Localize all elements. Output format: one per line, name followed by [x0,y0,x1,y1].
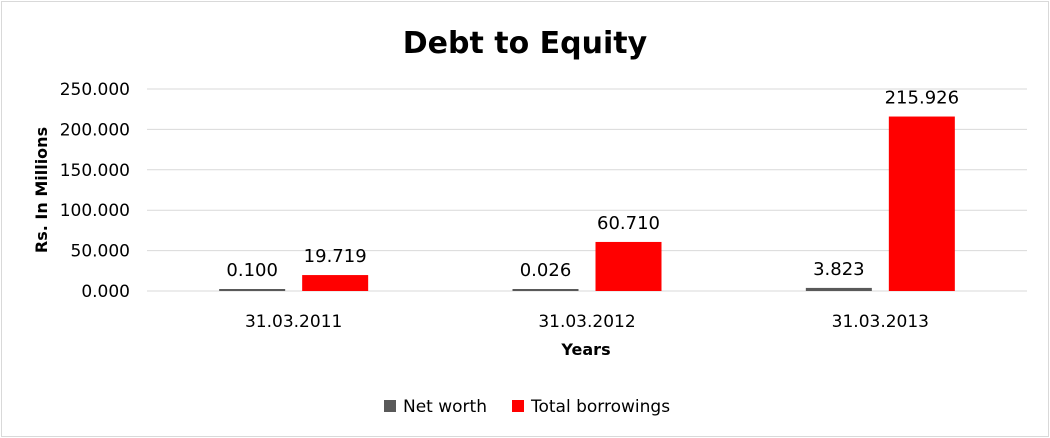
bar-total-borrowings-1 [595,241,662,291]
data-label: 3.823 [813,259,865,280]
gridlines [147,88,1027,292]
legend-label: Total borrowings [530,397,670,417]
y-tick-label: 200.000 [60,120,130,140]
y-axis-ticks: 0.000 50.000 100.000 150.000 200.000 250.000 [60,80,130,302]
x-axis-ticks: 31.03.2011 31.03.2012 31.03.2013 [245,312,929,332]
bar-net-worth-0 [219,289,286,291]
data-label: 0.100 [226,260,278,281]
x-tick-label: 31.03.2013 [832,312,929,332]
x-tick-label: 31.03.2011 [245,312,342,332]
y-tick-label: 100.000 [60,201,130,221]
y-tick-label: 250.000 [60,80,130,100]
y-tick-label: 0.000 [81,282,130,302]
y-tick-label: 150.000 [60,161,130,181]
legend-swatch [384,400,396,412]
x-tick-label: 31.03.2012 [538,312,635,332]
chart-title: Debt to Equity [403,26,648,61]
data-labels: 0.100 19.719 0.026 60.710 3.823 215.926 [226,88,959,281]
x-axis-title: Years [560,340,610,359]
bar-total-borrowings-2 [888,116,955,291]
y-axis-title: Rs. In Millions [32,127,51,253]
bar-net-worth-2 [805,287,872,291]
bar-net-worth-1 [512,289,579,291]
legend-label: Net worth [403,397,487,417]
legend-swatch [512,400,524,412]
data-label: 0.026 [520,260,572,281]
bars [219,116,955,291]
bar-total-borrowings-0 [302,275,369,291]
data-label: 60.710 [597,213,660,234]
y-tick-label: 50.000 [71,242,130,262]
legend: Net worth Total borrowings [384,397,670,417]
data-label: 215.926 [885,88,959,109]
data-label: 19.719 [304,246,367,267]
